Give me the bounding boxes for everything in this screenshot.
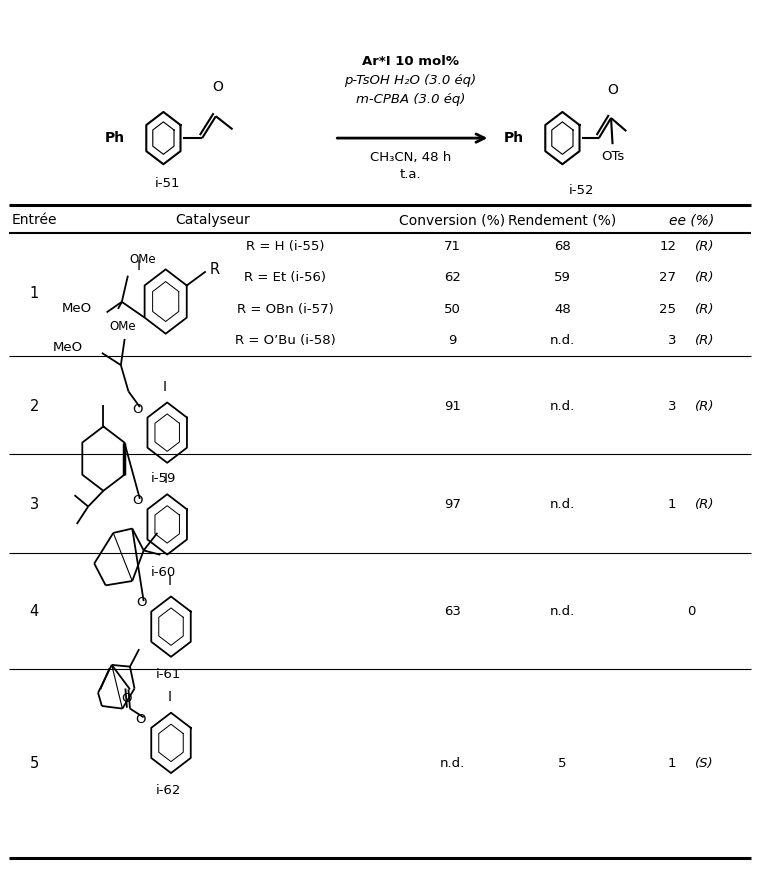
Text: i-51: i-51 xyxy=(154,177,180,190)
Text: O: O xyxy=(121,691,131,704)
Text: Catalyseur: Catalyseur xyxy=(176,213,250,227)
Text: p-TsOH H₂O (3.0 éq): p-TsOH H₂O (3.0 éq) xyxy=(344,74,477,87)
Text: 3: 3 xyxy=(668,335,676,347)
Text: I: I xyxy=(162,379,166,394)
Text: 27: 27 xyxy=(660,272,676,284)
Text: i-60: i-60 xyxy=(150,565,176,579)
Text: I: I xyxy=(163,471,168,486)
Text: 59: 59 xyxy=(554,272,571,284)
Text: 0: 0 xyxy=(687,606,696,618)
Text: I: I xyxy=(167,573,172,588)
Text: Ar*I 10 mol%: Ar*I 10 mol% xyxy=(362,55,459,67)
Text: Ph: Ph xyxy=(105,131,125,145)
Text: O: O xyxy=(607,83,618,97)
Text: O: O xyxy=(132,494,143,507)
Text: (R): (R) xyxy=(695,498,715,510)
Text: 1: 1 xyxy=(668,757,676,769)
Text: 48: 48 xyxy=(554,303,571,316)
Text: n.d.: n.d. xyxy=(439,757,465,769)
Text: m-CPBA (3.0 éq): m-CPBA (3.0 éq) xyxy=(356,94,465,106)
Text: O: O xyxy=(212,80,223,94)
Text: i-52: i-52 xyxy=(568,184,594,197)
Text: R: R xyxy=(210,262,220,277)
Text: n.d.: n.d. xyxy=(549,606,575,618)
Text: I: I xyxy=(137,260,141,274)
Text: 62: 62 xyxy=(444,272,461,284)
Text: OTs: OTs xyxy=(601,150,624,163)
Text: 3: 3 xyxy=(668,400,676,413)
Text: 2: 2 xyxy=(30,399,39,414)
Text: 9: 9 xyxy=(448,335,457,347)
Text: (R): (R) xyxy=(695,335,715,347)
Text: MeO: MeO xyxy=(62,302,91,316)
Text: 4: 4 xyxy=(30,604,39,620)
Text: R = H (i-55): R = H (i-55) xyxy=(245,240,325,253)
Text: Rendement (%): Rendement (%) xyxy=(508,213,616,227)
Text: 5: 5 xyxy=(30,755,39,771)
Text: i-61: i-61 xyxy=(156,668,182,681)
Text: n.d.: n.d. xyxy=(549,498,575,510)
Text: CH₃CN, 48 h: CH₃CN, 48 h xyxy=(370,151,451,163)
Text: (R): (R) xyxy=(695,400,715,413)
Text: OMe: OMe xyxy=(110,320,137,333)
Text: R = Et (i-56): R = Et (i-56) xyxy=(244,272,326,284)
Text: 68: 68 xyxy=(554,240,571,253)
Text: R = OBn (i-57): R = OBn (i-57) xyxy=(236,303,334,316)
Text: 1: 1 xyxy=(668,498,676,510)
Text: I: I xyxy=(167,690,172,704)
Text: (R): (R) xyxy=(695,303,715,316)
Text: 63: 63 xyxy=(444,606,461,618)
Text: O: O xyxy=(136,596,147,609)
Text: (R): (R) xyxy=(695,240,715,253)
Text: O: O xyxy=(132,403,143,416)
Text: 5: 5 xyxy=(558,757,567,769)
Text: O: O xyxy=(135,712,146,725)
Text: 12: 12 xyxy=(660,240,676,253)
Text: 25: 25 xyxy=(660,303,676,316)
Text: 3: 3 xyxy=(30,496,39,512)
Text: MeO: MeO xyxy=(52,341,83,354)
Text: Conversion (%): Conversion (%) xyxy=(399,213,505,227)
Text: n.d.: n.d. xyxy=(549,335,575,347)
Text: 1: 1 xyxy=(30,286,39,302)
Text: 91: 91 xyxy=(444,400,461,413)
Text: R = O’Bu (i-58): R = O’Bu (i-58) xyxy=(235,335,335,347)
Text: (R): (R) xyxy=(695,272,715,284)
Text: t.a.: t.a. xyxy=(400,169,421,181)
Text: (S): (S) xyxy=(695,757,714,769)
Text: Entrée: Entrée xyxy=(11,213,57,227)
Text: ee (%): ee (%) xyxy=(669,213,714,227)
Text: OMe: OMe xyxy=(129,253,156,267)
Text: i-62: i-62 xyxy=(156,784,182,797)
Text: n.d.: n.d. xyxy=(549,400,575,413)
Text: 71: 71 xyxy=(444,240,461,253)
Text: 97: 97 xyxy=(444,498,461,510)
Text: 50: 50 xyxy=(444,303,461,316)
Text: i-59: i-59 xyxy=(150,472,176,485)
Text: Ph: Ph xyxy=(504,131,524,145)
